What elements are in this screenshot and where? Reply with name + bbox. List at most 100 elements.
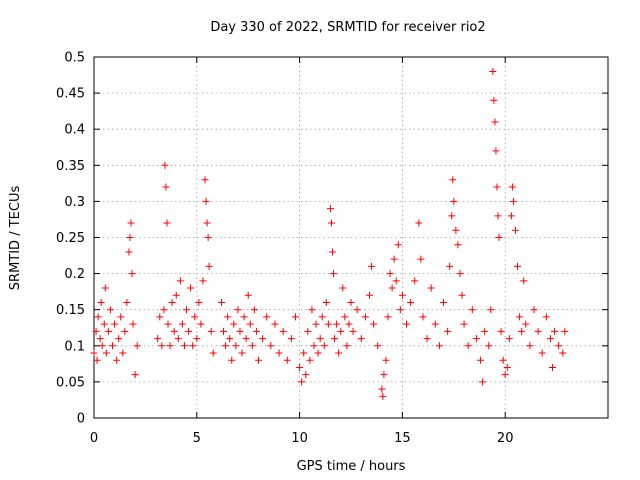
data-point (209, 349, 217, 357)
data-point (168, 298, 176, 306)
data-point (244, 291, 252, 299)
data-point (330, 270, 338, 278)
data-point (236, 327, 244, 335)
data-point (353, 306, 361, 314)
data-point (501, 371, 509, 379)
data-point (185, 327, 193, 335)
y-tick-label: 0.35 (56, 159, 85, 174)
data-points (90, 67, 569, 400)
data-point (98, 342, 106, 350)
data-point (497, 327, 505, 335)
data-point (176, 277, 184, 285)
data-point (197, 320, 205, 328)
y-tick-label: 0.2 (64, 267, 85, 282)
data-point (349, 327, 357, 335)
data-point (403, 320, 411, 328)
data-point (204, 234, 212, 241)
data-point (109, 342, 117, 350)
data-point (427, 284, 435, 292)
data-point (191, 313, 199, 321)
data-point (394, 241, 402, 249)
data-point (158, 342, 166, 350)
data-point (493, 183, 501, 191)
data-point (514, 262, 522, 270)
data-point (133, 342, 141, 350)
data-point (530, 306, 538, 314)
data-point (97, 298, 105, 306)
data-point (230, 320, 238, 328)
data-point (100, 320, 108, 328)
data-point (302, 371, 310, 379)
data-point (163, 219, 171, 227)
data-point (487, 306, 495, 314)
data-point (343, 342, 351, 350)
data-point (226, 335, 234, 343)
data-point (468, 306, 476, 314)
data-point (180, 342, 188, 350)
data-point (440, 298, 448, 306)
data-point (202, 197, 210, 205)
data-point (551, 327, 559, 335)
data-point (472, 335, 480, 343)
data-point (279, 327, 287, 335)
data-point (312, 320, 320, 328)
data-point (450, 197, 458, 205)
data-point (411, 277, 419, 285)
data-point (331, 335, 339, 343)
data-point (559, 349, 567, 357)
data-point (304, 327, 312, 335)
x-tick-label: 10 (291, 431, 308, 446)
data-point (121, 327, 129, 335)
data-point (328, 248, 336, 256)
y-tick-label: 0.05 (56, 375, 85, 390)
data-point (368, 262, 376, 270)
y-tick-label: 0.15 (56, 303, 85, 318)
data-point (456, 270, 464, 278)
data-point (458, 291, 466, 299)
data-point (479, 378, 487, 386)
y-tick-label: 0.3 (64, 195, 85, 210)
data-point (224, 313, 232, 321)
data-point (156, 313, 164, 321)
data-point (189, 342, 197, 350)
y-axis-ticks: 0 0.05 0.1 0.15 0.2 0.25 0.3 0.35 0.4 0.45 0.5 (56, 51, 608, 427)
data-point (542, 313, 550, 321)
data-point (232, 342, 240, 350)
data-point (347, 298, 355, 306)
data-point (93, 356, 101, 364)
data-point (390, 255, 398, 263)
data-point (396, 306, 404, 314)
y-tick-label: 0 (77, 412, 85, 427)
data-point (308, 306, 316, 314)
data-point (491, 118, 499, 126)
data-point (555, 342, 563, 350)
data-point (96, 335, 104, 343)
y-tick-label: 0.1 (64, 339, 85, 354)
data-point (322, 298, 330, 306)
data-point (174, 335, 182, 343)
data-point (495, 234, 503, 241)
data-point (326, 205, 334, 213)
x-tick-label: 0 (90, 431, 98, 446)
data-point (382, 356, 390, 364)
data-point (449, 176, 457, 184)
data-point (94, 313, 102, 321)
data-point (407, 298, 415, 306)
data-point (298, 378, 306, 386)
data-point (345, 320, 353, 328)
grid-lines (94, 57, 608, 418)
data-point (516, 313, 524, 321)
data-point (115, 335, 123, 343)
data-point (460, 320, 468, 328)
data-point (314, 349, 322, 357)
data-point (234, 306, 242, 314)
data-point (452, 226, 460, 234)
data-point (388, 284, 396, 292)
chart-title: Day 330 of 2022, SRMTID for receiver rio… (210, 20, 485, 35)
data-point (518, 327, 526, 335)
data-point (538, 349, 546, 357)
data-point (275, 349, 283, 357)
data-point (129, 320, 137, 328)
data-point (228, 356, 236, 364)
data-point (164, 320, 172, 328)
